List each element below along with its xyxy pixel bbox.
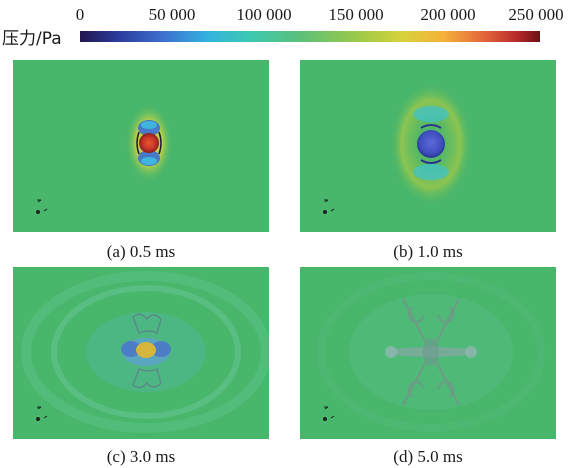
- panel-b-pressure-field: [300, 60, 556, 232]
- pressure-colorbar: [80, 31, 540, 42]
- colorbar-tick: 150 000: [328, 5, 384, 24]
- colorbar-tick: 250 000: [508, 5, 564, 24]
- axis-triad-icon: [36, 406, 48, 421]
- colorbar-label: 压力/Pa: [2, 29, 62, 49]
- panel-d-pressure-field: [300, 267, 556, 439]
- colorbar-tick: 0: [75, 5, 85, 24]
- axis-triad-icon: [323, 199, 335, 214]
- axis-triad-icon: [323, 406, 335, 421]
- panel-c-caption: (c) 3.0 ms: [106, 447, 176, 466]
- panel-b-caption: (b) 1.0 ms: [393, 242, 463, 261]
- colorbar-tick: 50 000: [148, 5, 196, 24]
- panel-c-pressure-field: [13, 267, 269, 439]
- panel-a-pressure-field: [13, 60, 269, 232]
- panel-d-caption: (d) 5.0 ms: [393, 447, 463, 466]
- colorbar-tick: 100 000: [236, 5, 292, 24]
- panel-a-caption: (a) 0.5 ms: [106, 242, 176, 261]
- colorbar-tick: 200 000: [420, 5, 476, 24]
- axis-triad-icon: [36, 199, 48, 214]
